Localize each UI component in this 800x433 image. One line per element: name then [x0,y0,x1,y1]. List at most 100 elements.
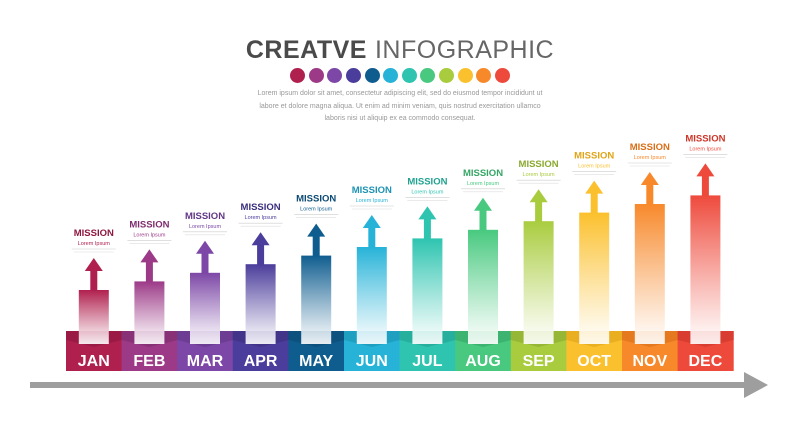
step-mar: MAR MISSION Lorem Ipsum [177,211,234,371]
color-dot [476,68,492,83]
arrow-shaft [368,226,376,248]
mission-subtitle: Lorem Ipsum [245,215,278,221]
step-dec: DEC MISSION Lorem Ipsum [677,133,734,371]
color-dot [364,68,380,83]
step-aug: AUG MISSION Lorem Ipsum [455,168,512,371]
mission-subtitle: Lorem Ipsum [133,232,166,238]
arrow-shaft [90,269,98,291]
step-oct: OCT MISSION Lorem Ipsum [566,151,623,371]
month-label: JUL [412,353,442,370]
bar [579,212,610,344]
arrow-up-icon [640,172,659,185]
mission-subtitle: Lorem Ipsum [411,189,444,195]
mission-subtitle: Lorem Ipsum [189,224,222,230]
month-label: NOV [632,353,667,370]
step-jun: JUN MISSION Lorem Ipsum [344,185,401,371]
arrow-up-icon [84,258,103,271]
month-label: JUN [356,353,388,370]
arrow-shaft [701,174,709,197]
mission-subtitle: Lorem Ipsum [467,181,500,187]
mission-title: MISSION [574,151,614,162]
page-title: CREATVE INFOGRAPHIC [0,36,800,65]
month-label: MAR [187,353,224,370]
mission-title: MISSION [630,142,670,153]
color-dot [383,68,399,83]
mission-subtitle: Lorem Ipsum [300,207,333,213]
step-jan: JAN MISSION Lorem Ipsum [66,228,123,371]
arrow-shaft [145,260,153,283]
month-label: OCT [577,353,611,370]
color-dot [420,68,436,83]
mission-title: MISSION [685,133,725,144]
mission-title: MISSION [352,185,392,196]
color-dots [0,68,800,83]
color-dot [494,68,510,83]
bar [134,281,165,344]
arrow-shaft [535,200,543,223]
arrow-up-icon [474,197,492,211]
arrow-shaft [257,243,265,266]
color-dot [457,68,473,83]
bar [356,247,387,344]
mission-subtitle: Lorem Ipsum [634,155,667,161]
arrow-shaft [479,208,487,231]
month-label: MAY [299,353,333,370]
mission-subtitle: Lorem Ipsum [578,164,611,170]
mission-subtitle: Lorem Ipsum [78,241,111,247]
arrow-up-icon [362,215,381,228]
arrow-shaft [590,191,598,214]
mission-title: MISSION [519,159,559,170]
color-dot [290,68,306,83]
arrow-up-icon [696,163,715,177]
color-dot [327,68,343,83]
month-label: DEC [689,353,723,370]
arrow-up-icon [418,206,437,220]
step-may: MAY MISSION Lorem Ipsum [288,194,345,371]
month-label: SEP [523,353,555,370]
color-dot [401,68,417,83]
mission-title: MISSION [185,211,225,222]
step-jul: JUL MISSION Lorem Ipsum [399,176,456,371]
step-apr: APR MISSION Lorem Ipsum [232,202,289,371]
step-feb: FEB MISSION Lorem Ipsum [121,219,178,371]
bar [523,221,554,344]
color-dot [346,68,362,83]
description: Lorem ipsum dolor sit amet, consectetur … [257,90,543,122]
bar [690,195,721,344]
mission-subtitle: Lorem Ipsum [356,198,389,204]
mission-title: MISSION [296,194,336,205]
color-dot [308,68,324,83]
arrow-up-icon [585,180,604,194]
arrow-up-icon [140,249,159,263]
arrow-shaft [201,251,209,274]
bar [78,290,109,344]
color-dot [438,68,454,83]
month-label: AUG [465,353,501,370]
bar [634,204,665,344]
month-label: JAN [78,353,110,370]
step-sep: SEP MISSION Lorem Ipsum [510,159,567,371]
timeline-arrowhead-icon [744,372,768,398]
arrow-up-icon [196,240,214,254]
arrow-shaft [646,183,654,205]
month-label: FEB [133,353,165,370]
mission-title: MISSION [129,219,169,230]
arrow-up-icon [529,189,548,203]
mission-subtitle: Lorem Ipsum [689,146,722,152]
arrow-shaft [312,234,320,257]
arrow-shaft [423,217,431,240]
mission-subtitle: Lorem Ipsum [523,172,556,178]
mission-title: MISSION [241,202,281,213]
mission-title: MISSION [407,176,447,187]
month-label: APR [244,353,278,370]
timeline-line [30,382,746,388]
title-bold: CREATVE [245,36,367,64]
step-nov: NOV MISSION Lorem Ipsum [622,142,679,371]
bar [468,229,498,344]
title-light: INFOGRAPHIC [374,36,555,64]
bar [412,238,443,344]
arrow-up-icon [251,232,270,246]
mission-title: MISSION [463,168,503,179]
bar [245,264,276,344]
